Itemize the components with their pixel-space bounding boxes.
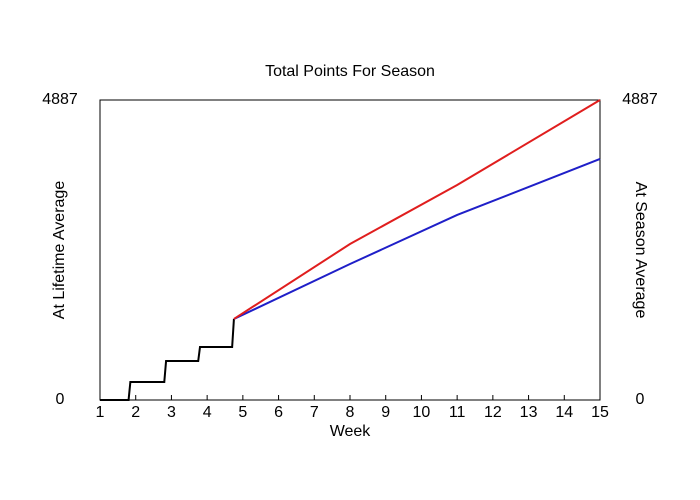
series-line [233, 99, 601, 320]
x-axis-label: Week [330, 423, 372, 440]
x-tick-label: 8 [346, 404, 355, 421]
y2-tick-label: 4887 [622, 91, 658, 108]
x-tick-label: 6 [274, 404, 283, 421]
y-axis-label: At Lifetime Average [51, 181, 68, 320]
x-tick-label: 13 [520, 404, 538, 421]
x-tick-label: 12 [484, 404, 502, 421]
x-tick-label: 9 [381, 404, 390, 421]
series-line [100, 318, 235, 401]
y-tick-label: 4887 [42, 91, 78, 108]
x-tick-label: 2 [131, 404, 140, 421]
chart-title: Total Points For Season [265, 63, 435, 80]
x-tick-label: 5 [238, 404, 247, 421]
x-tick-label: 11 [449, 404, 466, 421]
x-tick-label: 15 [591, 404, 609, 421]
x-tick-label: 14 [555, 404, 573, 421]
y2-axis-label: At Season Average [632, 182, 649, 319]
x-tick-label: 4 [203, 404, 212, 421]
x-tick-label: 10 [413, 404, 431, 421]
y-tick-label: 0 [56, 391, 65, 408]
y2-tick-label: 0 [636, 391, 645, 408]
series-line [233, 158, 601, 320]
x-tick-label: 1 [96, 404, 105, 421]
x-tick-label: 7 [310, 404, 319, 421]
x-tick-label: 3 [167, 404, 176, 421]
